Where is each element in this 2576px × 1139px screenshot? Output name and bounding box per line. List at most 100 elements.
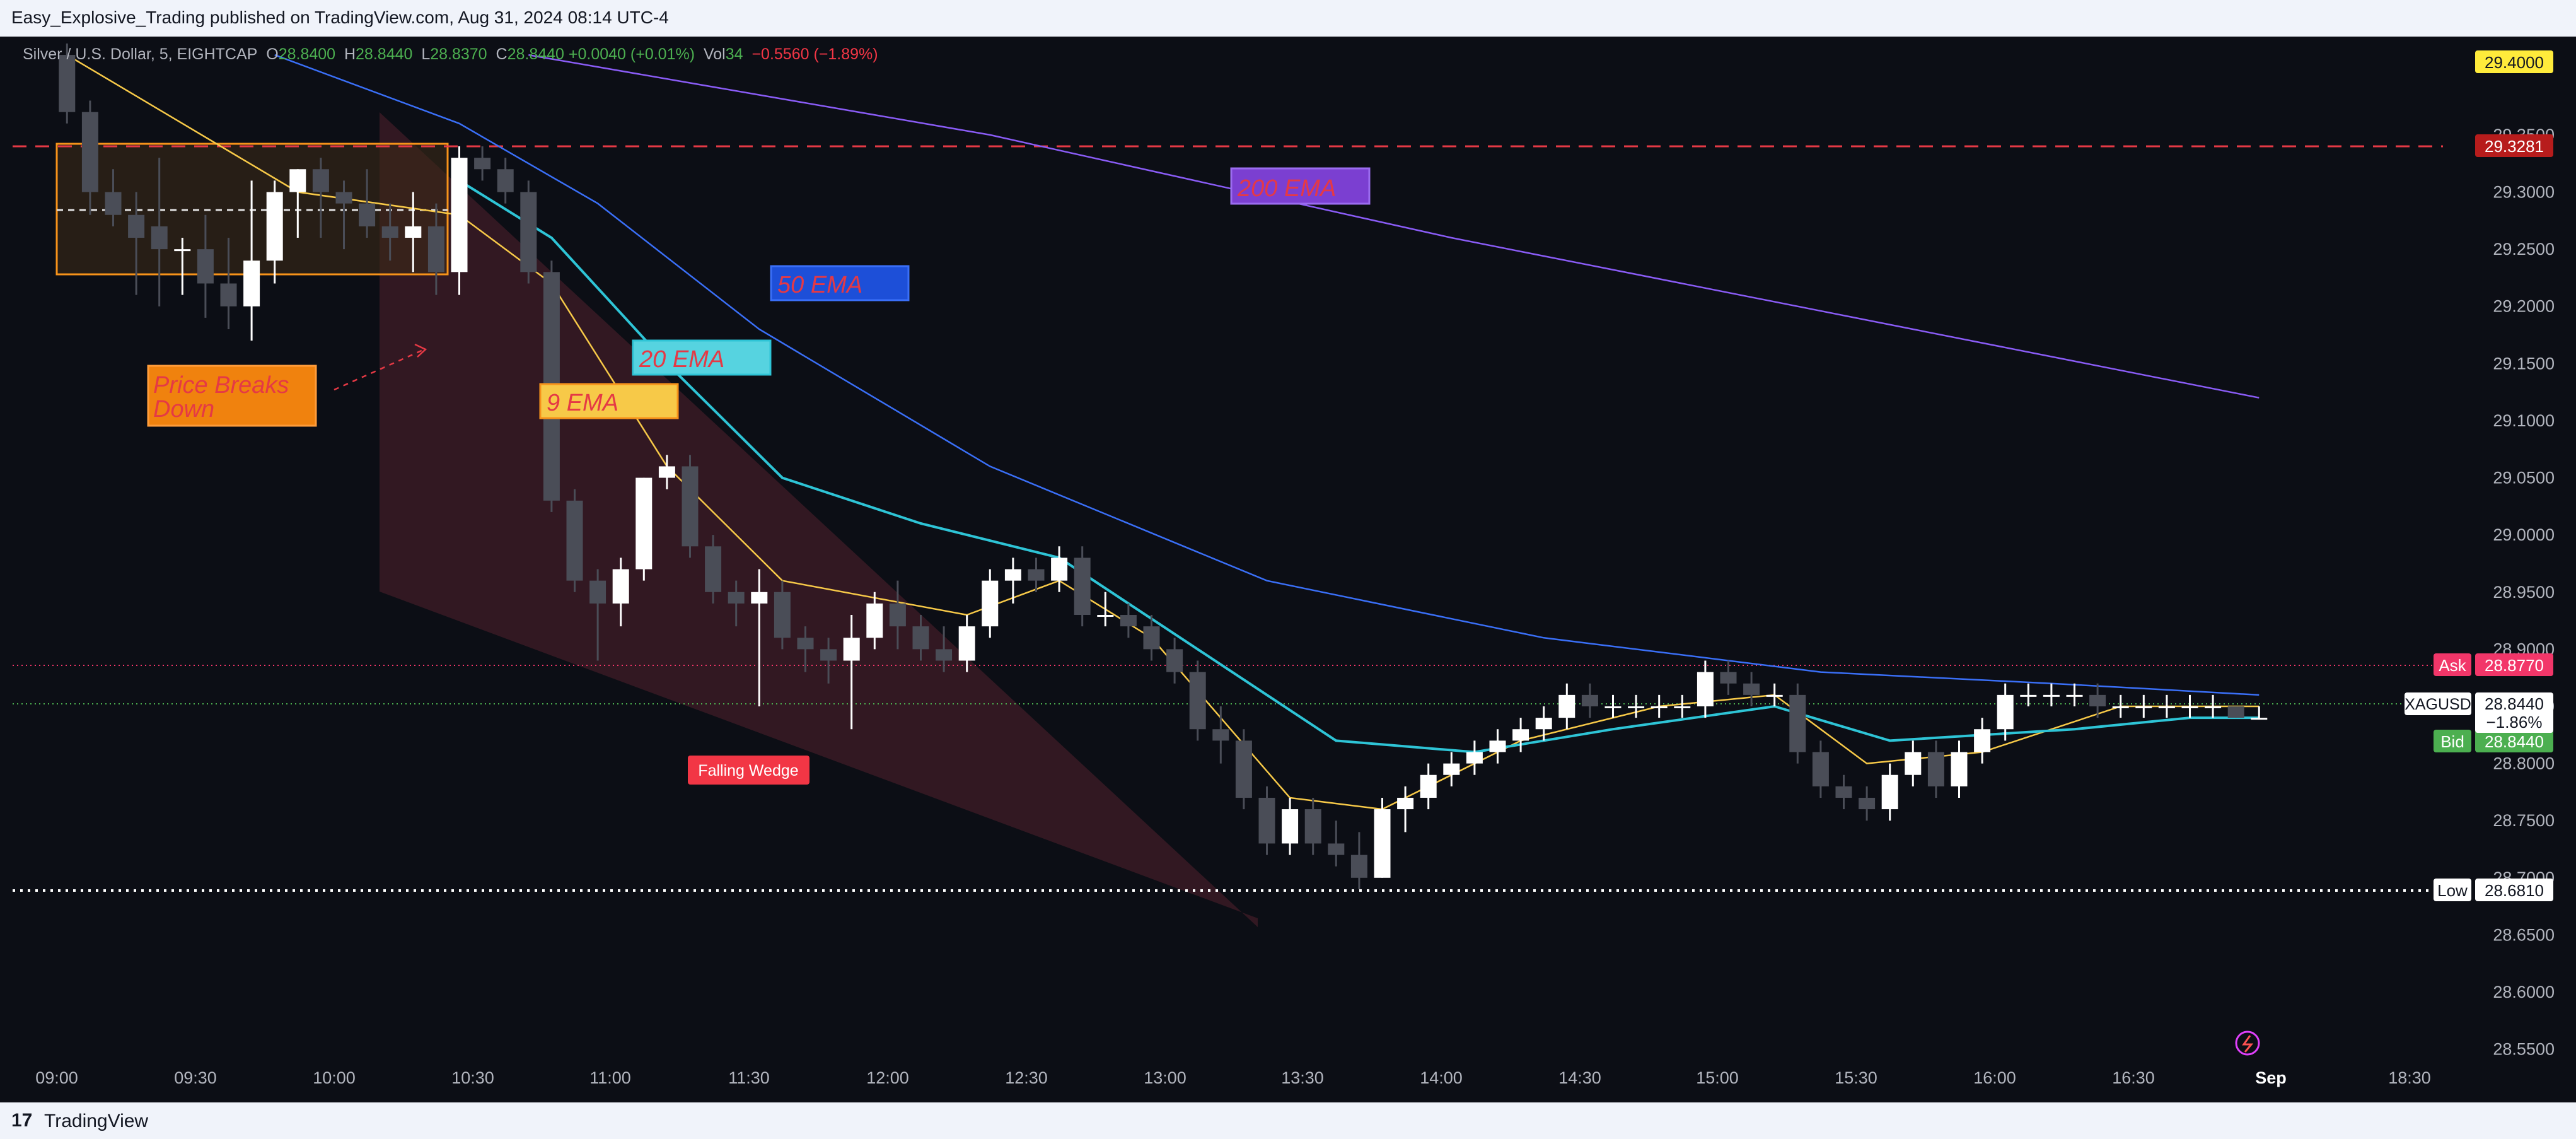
- label-20-ema-box[interactable]: [632, 339, 772, 376]
- candle-body[interactable]: [1697, 672, 1714, 706]
- candle-body[interactable]: [1628, 706, 1645, 708]
- candle-body[interactable]: [266, 192, 283, 261]
- candle-body[interactable]: [1074, 558, 1091, 616]
- candle-body[interactable]: [797, 638, 814, 650]
- candle-body[interactable]: [1835, 786, 1852, 798]
- ema-line-50-ema[interactable]: [274, 54, 2260, 696]
- chart-canvas[interactable]: 200 EMA 50 EMA 20 EMA 9 EMA Price BreaksDown…: [0, 37, 2576, 1102]
- candle-body[interactable]: [2066, 694, 2083, 697]
- candle-body[interactable]: [1881, 774, 1898, 810]
- label-50-ema-box[interactable]: [770, 265, 910, 301]
- candle-body[interactable]: [1282, 809, 1299, 844]
- candle-body[interactable]: [1028, 569, 1045, 581]
- candle-body[interactable]: [220, 283, 237, 307]
- candle-body[interactable]: [59, 55, 76, 112]
- candle-body[interactable]: [128, 214, 145, 238]
- candle-body[interactable]: [451, 158, 468, 272]
- candle-body[interactable]: [682, 466, 699, 547]
- candle-body[interactable]: [1166, 649, 1183, 672]
- candle-body[interactable]: [1974, 729, 1991, 752]
- candle-body[interactable]: [474, 158, 491, 170]
- falling-wedge-tag[interactable]: [688, 756, 809, 785]
- candle-body[interactable]: [1859, 797, 1876, 810]
- candle-body[interactable]: [566, 500, 583, 581]
- price-chart[interactable]: 200 EMA 50 EMA 20 EMA 9 EMA Price Breaks Down…: [0, 37, 2576, 1102]
- candle-body[interactable]: [1004, 569, 1021, 581]
- candle-body[interactable]: [381, 226, 398, 238]
- label-price-breaks-box[interactable]: [147, 365, 317, 427]
- candle-body[interactable]: [1328, 843, 1345, 855]
- candle-body[interactable]: [2089, 694, 2106, 706]
- ema-line-200-ema[interactable]: [528, 54, 2260, 399]
- candle-body[interactable]: [2158, 706, 2175, 708]
- candle-body[interactable]: [1905, 752, 1922, 775]
- candle-body[interactable]: [1051, 558, 1068, 581]
- candle-body[interactable]: [1581, 694, 1598, 706]
- candle-body[interactable]: [1604, 706, 1622, 708]
- candle-body[interactable]: [2112, 706, 2129, 708]
- candle-body[interactable]: [359, 203, 376, 226]
- candle-body[interactable]: [1789, 694, 1806, 752]
- candle-body[interactable]: [1674, 706, 1691, 708]
- candle-body[interactable]: [2181, 706, 2198, 708]
- candle-body[interactable]: [1189, 672, 1206, 730]
- candle-body[interactable]: [589, 580, 606, 604]
- falling-wedge-shape[interactable]: [380, 112, 1258, 927]
- candle-body[interactable]: [728, 592, 745, 604]
- candle-body[interactable]: [1466, 752, 1483, 764]
- candle-body[interactable]: [612, 569, 629, 604]
- candle-body[interactable]: [2251, 718, 2268, 720]
- candle-body[interactable]: [958, 626, 975, 661]
- candle-body[interactable]: [705, 546, 722, 592]
- candle-body[interactable]: [1651, 706, 1668, 708]
- candle-body[interactable]: [312, 169, 329, 192]
- candle-body[interactable]: [866, 603, 883, 638]
- candle-body[interactable]: [635, 477, 653, 570]
- flash-icon[interactable]: [2235, 1031, 2260, 1056]
- candle-body[interactable]: [2135, 706, 2152, 708]
- candle-body[interactable]: [2205, 706, 2222, 708]
- candle-body[interactable]: [1951, 752, 1968, 786]
- candle-body[interactable]: [2227, 706, 2244, 718]
- candle-body[interactable]: [1143, 626, 1160, 650]
- candle-body[interactable]: [335, 192, 352, 204]
- candle-body[interactable]: [1097, 615, 1114, 617]
- candle-body[interactable]: [174, 249, 191, 252]
- candle-body[interactable]: [1304, 809, 1321, 844]
- candle-body[interactable]: [1258, 797, 1275, 844]
- candle-body[interactable]: [1397, 797, 1414, 810]
- candle-body[interactable]: [1997, 694, 2014, 730]
- candle-body[interactable]: [1489, 740, 1506, 752]
- candle-body[interactable]: [243, 260, 260, 307]
- candle-body[interactable]: [1743, 683, 1760, 695]
- candle-body[interactable]: [820, 649, 837, 661]
- candle-body[interactable]: [427, 226, 444, 272]
- candle-body[interactable]: [289, 169, 306, 192]
- candle-body[interactable]: [843, 638, 860, 661]
- candle-body[interactable]: [405, 226, 422, 238]
- candle-body[interactable]: [1350, 855, 1367, 878]
- candle-body[interactable]: [774, 592, 791, 638]
- candle-body[interactable]: [1927, 752, 1944, 786]
- candle-body[interactable]: [1374, 809, 1391, 878]
- candle-body[interactable]: [1812, 752, 1829, 786]
- candle-body[interactable]: [520, 192, 537, 272]
- label-9-ema-box[interactable]: [539, 383, 679, 419]
- candle-body[interactable]: [497, 169, 514, 192]
- candle-body[interactable]: [1720, 672, 1737, 684]
- candle-body[interactable]: [1120, 615, 1137, 627]
- candle-body[interactable]: [889, 603, 906, 627]
- candle-body[interactable]: [81, 112, 98, 192]
- candle-body[interactable]: [197, 249, 214, 284]
- candle-body[interactable]: [2043, 694, 2060, 697]
- candle-body[interactable]: [1212, 729, 1229, 741]
- candle-body[interactable]: [912, 626, 929, 650]
- candle-body[interactable]: [1535, 718, 1552, 730]
- candle-body[interactable]: [105, 192, 122, 215]
- candle-body[interactable]: [1766, 694, 1783, 697]
- candle-body[interactable]: [2020, 694, 2037, 697]
- candle-body[interactable]: [936, 649, 953, 661]
- candle-body[interactable]: [751, 592, 768, 604]
- label-200-ema-box[interactable]: [1230, 167, 1371, 205]
- candle-body[interactable]: [1512, 729, 1529, 741]
